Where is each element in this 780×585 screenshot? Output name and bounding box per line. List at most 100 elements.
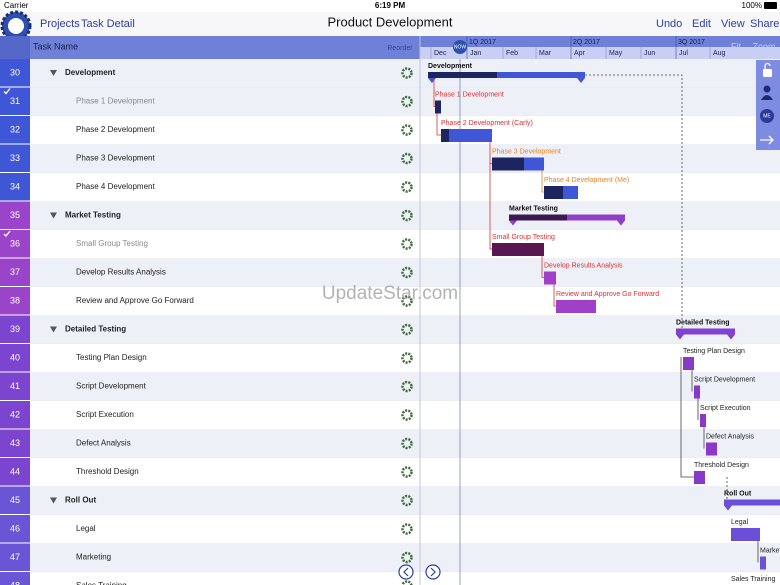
task-name[interactable]: Sales Training [76, 581, 127, 585]
scroll-arrow[interactable] [398, 564, 414, 580]
task-name[interactable]: Legal [76, 524, 96, 533]
row-id-cell[interactable] [0, 543, 30, 572]
nav-button[interactable]: View [721, 18, 745, 30]
nav-button[interactable]: Undo [656, 18, 682, 30]
reorder-gear[interactable] [401, 352, 413, 364]
reorder-gear[interactable] [401, 209, 413, 222]
row-id-cell[interactable] [0, 515, 30, 543]
bar-label: Phase 4 Development (Me) [544, 177, 629, 184]
group-name[interactable]: Development [65, 68, 116, 77]
row-id: 40 [10, 352, 20, 362]
group-name[interactable]: Roll Out [65, 496, 96, 505]
row-id-cell[interactable] [0, 458, 30, 486]
task-name[interactable]: Threshold Design [76, 467, 139, 476]
logo[interactable] [0, 10, 32, 42]
row-id-cell[interactable] [0, 401, 30, 429]
row-id-cell[interactable] [0, 258, 30, 287]
bar-label: Phase 1 Development [435, 91, 504, 98]
scroll-arrow[interactable] [425, 564, 441, 580]
task-name[interactable]: Script Development [76, 382, 147, 391]
nav-link[interactable]: Task Detail [81, 18, 135, 30]
task-name[interactable]: Phase 1 Development [76, 97, 155, 106]
collapse-triangle[interactable] [50, 212, 57, 219]
bar-label: Threshold Design [694, 462, 749, 469]
bar-label: Legal [731, 519, 749, 526]
reorder-gear[interactable] [401, 124, 413, 136]
task-name[interactable]: Testing Plan Design [76, 353, 147, 362]
reorder-gear[interactable] [401, 494, 413, 507]
row-id: 42 [10, 409, 20, 419]
reorder-gear[interactable] [401, 67, 413, 79]
row-id-cell[interactable] [0, 116, 30, 144]
row-bg [30, 144, 780, 173]
row-bg [30, 458, 780, 487]
row-id-cell[interactable] [0, 572, 30, 585]
me-button[interactable] [760, 109, 774, 123]
task-name[interactable]: Small Group Testing [76, 239, 148, 248]
task-name[interactable]: Develop Results Analysis [76, 268, 166, 277]
task-name[interactable]: Defect Analysis [76, 439, 131, 448]
task-name[interactable]: Phase 3 Development [76, 154, 155, 163]
zoom-button[interactable]: Zoom [752, 41, 775, 51]
quarter-label: 2Q 2017 [573, 39, 600, 46]
row-id-cell[interactable] [0, 315, 30, 344]
reorder-gear[interactable] [401, 580, 413, 585]
row-id-cell[interactable] [0, 201, 30, 230]
bar-label: Develop Results Analysis [544, 262, 623, 269]
row-id-cell[interactable] [0, 344, 30, 372]
reorder-gear[interactable] [401, 266, 413, 279]
row-id-cell[interactable] [0, 59, 30, 87]
row-bg [30, 173, 780, 202]
task-name[interactable]: Script Execution [76, 410, 134, 419]
row-id-cell[interactable] [0, 287, 30, 315]
reorder-gear[interactable] [401, 409, 413, 421]
reorder-gear[interactable] [401, 523, 413, 535]
month-label: May [609, 50, 623, 57]
nav-bar [0, 12, 780, 36]
nav-link[interactable]: Projects [40, 18, 80, 30]
task-name[interactable]: Marketing [76, 553, 111, 562]
lock-icon[interactable] [763, 69, 772, 77]
row-bg [30, 258, 780, 287]
reorder-gear[interactable] [401, 380, 413, 393]
summary-end [676, 334, 735, 340]
reorder-gear[interactable] [401, 152, 413, 165]
table-header [0, 36, 420, 59]
nav-button[interactable]: Edit [692, 18, 711, 30]
month-label: Apr [574, 50, 586, 57]
group-name[interactable]: Market Testing [65, 211, 121, 220]
reorder-gear[interactable] [401, 295, 413, 307]
collapse-triangle[interactable] [50, 326, 57, 333]
row-id: 35 [10, 210, 20, 220]
now-button[interactable] [453, 40, 467, 54]
task-name[interactable]: Phase 4 Development [76, 182, 155, 191]
group-name[interactable]: Detailed Testing [65, 325, 126, 334]
reorder-gear[interactable] [401, 95, 413, 108]
reorder-gear[interactable] [401, 551, 413, 564]
fit-button[interactable]: Fit [731, 41, 741, 51]
reorder-gear[interactable] [401, 323, 413, 336]
reorder-gear[interactable] [401, 238, 413, 250]
collapse-triangle[interactable] [50, 70, 57, 76]
row-id-cell[interactable] [0, 429, 30, 458]
reorder-gear[interactable] [401, 466, 413, 478]
bar-label: Testing Plan Design [683, 348, 745, 355]
person-head[interactable] [763, 85, 771, 93]
task-bar [694, 385, 700, 399]
forward-arrow[interactable] [760, 135, 774, 145]
nav-button[interactable]: Share [750, 18, 779, 30]
reorder-header: Reorder [387, 45, 413, 52]
bar-label: Market Testing [509, 205, 558, 212]
collapse-triangle[interactable] [50, 497, 57, 504]
reorder-gear[interactable] [401, 437, 413, 450]
task-bar [700, 414, 706, 427]
task-name[interactable]: Phase 2 Development [76, 125, 155, 134]
row-id-cell[interactable] [0, 486, 30, 515]
summary-progress [428, 72, 497, 78]
reorder-gear[interactable] [401, 181, 413, 193]
task-name[interactable]: Review and Approve Go Forward [76, 296, 194, 305]
row-id-cell[interactable] [0, 144, 30, 173]
lock-shackle [764, 62, 771, 69]
row-id-cell[interactable] [0, 173, 30, 201]
row-id-cell[interactable] [0, 372, 30, 401]
